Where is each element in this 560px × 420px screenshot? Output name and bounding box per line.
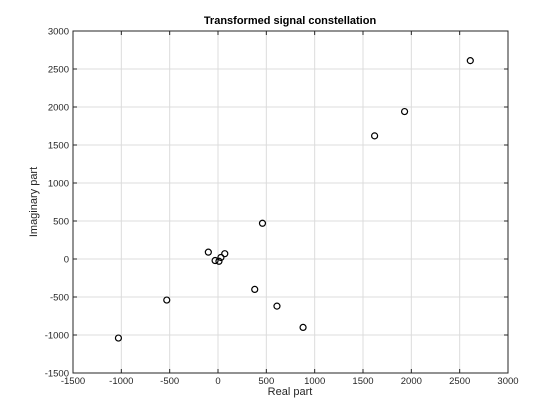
data-points [114, 57, 474, 342]
x-tick-label: 500 [258, 376, 274, 387]
y-tick-label: 0 [64, 255, 69, 266]
data-point [114, 334, 123, 342]
x-tick-label: -1500 [61, 376, 85, 387]
data-point [204, 248, 212, 256]
data-point [466, 57, 474, 65]
x-tick-label: 2000 [401, 376, 422, 387]
x-tick-label: -500 [160, 376, 179, 387]
data-point [251, 285, 259, 293]
data-point [371, 132, 379, 140]
y-tick-label: 2000 [48, 103, 69, 114]
x-tick-label: 1000 [304, 376, 325, 387]
x-tick-label: -1000 [109, 376, 133, 387]
y-tick-label: -500 [50, 293, 69, 304]
data-point [215, 257, 223, 265]
data-point [221, 250, 229, 258]
grid-lines [73, 31, 508, 373]
x-tick-label: 1500 [352, 376, 373, 387]
y-tick-label: 1000 [48, 179, 69, 190]
y-axis-label: Imaginary part [28, 167, 40, 237]
data-point [217, 253, 225, 262]
chart-title: Transformed signal constellation [204, 15, 377, 27]
plot-frame [72, 30, 509, 374]
data-point [299, 323, 307, 331]
x-tick-label: 0 [215, 376, 220, 387]
data-point [163, 296, 171, 304]
y-tick-label: 500 [53, 217, 69, 228]
y-tick-label: 3000 [48, 27, 69, 38]
x-tick-label: 3000 [497, 376, 518, 387]
data-point [273, 302, 281, 310]
data-point [258, 219, 267, 227]
y-tick-label: -1500 [45, 369, 69, 380]
data-point [211, 256, 219, 265]
y-tick-label: 2500 [48, 65, 69, 76]
data-point [400, 107, 409, 116]
x-tick-label: 2500 [449, 376, 470, 387]
x-axis-label: Real part [268, 386, 313, 398]
axis-ticks: -1500 -1000 -500 0 500 1000 1500 2000 2500 3000 -1… [45, 27, 519, 388]
y-tick-label: -1000 [45, 331, 69, 342]
y-tick-label: 1500 [48, 141, 69, 152]
